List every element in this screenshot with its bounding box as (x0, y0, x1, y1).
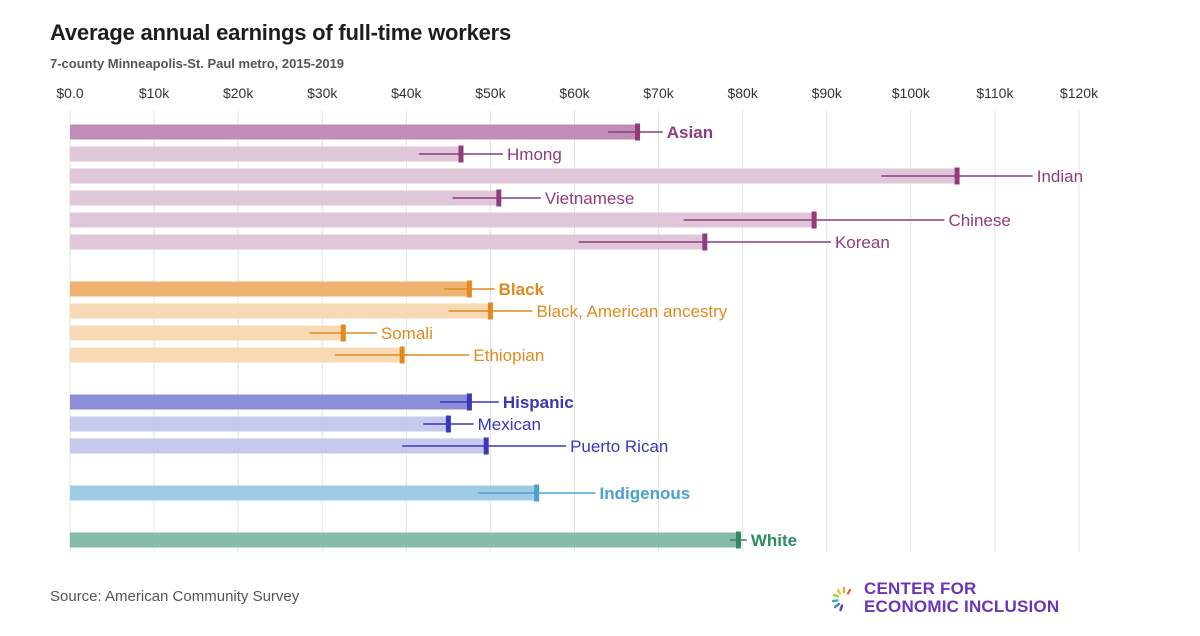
x-tick-label: $60k (559, 85, 590, 101)
value-marker (702, 233, 708, 251)
bar-label: Ethiopian (473, 346, 544, 365)
value-marker (466, 280, 472, 298)
value-marker (483, 437, 489, 455)
bar-label: Indian (1037, 167, 1083, 186)
value-marker (458, 145, 464, 163)
bar-label: Black, American ancestry (536, 302, 727, 321)
x-tick-label: $10k (139, 85, 170, 101)
value-marker (954, 167, 960, 185)
bar (70, 325, 344, 341)
source-note: Source: American Community Survey (50, 588, 300, 605)
bar-label: Mexican (478, 415, 541, 434)
value-marker (487, 302, 493, 320)
bar-label: Puerto Rican (570, 437, 668, 456)
value-marker (534, 484, 540, 502)
bar (70, 303, 491, 319)
bar (70, 281, 470, 297)
bar (70, 347, 403, 363)
bar-label: Indigenous (600, 484, 691, 503)
x-tick-label: $30k (307, 85, 338, 101)
chart-subtitle: 7-county Minneapolis-St. Paul metro, 201… (50, 56, 345, 71)
bar (70, 532, 739, 548)
bar-label: Hmong (507, 145, 562, 164)
x-tick-label: $20k (223, 85, 254, 101)
bar (70, 234, 705, 250)
x-tick-label: $110k (976, 85, 1014, 101)
x-tick-label: $70k (643, 85, 674, 101)
center-for-economic-inclusion-logo[interactable]: CENTER FOR ECONOMIC INCLUSION (830, 580, 1059, 616)
bar-label: Vietnamese (545, 189, 634, 208)
value-marker (635, 123, 641, 141)
bar-label: Somali (381, 324, 433, 343)
chart-title: Average annual earnings of full-time wor… (50, 20, 512, 45)
value-marker (340, 324, 346, 342)
x-tick-label: $100k (892, 85, 931, 101)
value-marker (399, 346, 405, 364)
sunburst-logo-icon (831, 586, 852, 612)
x-tick-label: $120k (1060, 85, 1099, 101)
logo-line-1: CENTER FOR (864, 579, 977, 598)
x-tick-label: $80k (727, 85, 758, 101)
value-marker (811, 211, 817, 229)
bar (70, 394, 470, 410)
bar-label: White (751, 531, 797, 550)
bar (70, 212, 815, 228)
bar (70, 124, 638, 140)
x-tick-label: $90k (812, 85, 843, 101)
bar-label: Black (499, 280, 545, 299)
logo-line-2: ECONOMIC INCLUSION (864, 597, 1060, 616)
bar-label: Korean (835, 233, 890, 252)
bar-label: Asian (667, 123, 713, 142)
value-marker (466, 393, 472, 411)
bar-label: Hispanic (503, 393, 574, 412)
bar (70, 438, 487, 454)
x-tick-label: $50k (475, 85, 506, 101)
bar (70, 168, 958, 184)
x-tick-label: $40k (391, 85, 422, 101)
value-marker (445, 415, 451, 433)
bar (70, 485, 537, 501)
bar (70, 190, 499, 206)
bar (70, 146, 461, 162)
value-marker (735, 531, 741, 549)
value-marker (496, 189, 502, 207)
bar (70, 416, 449, 432)
x-tick-label: $0.0 (56, 85, 83, 101)
bar-label: Chinese (948, 211, 1010, 230)
